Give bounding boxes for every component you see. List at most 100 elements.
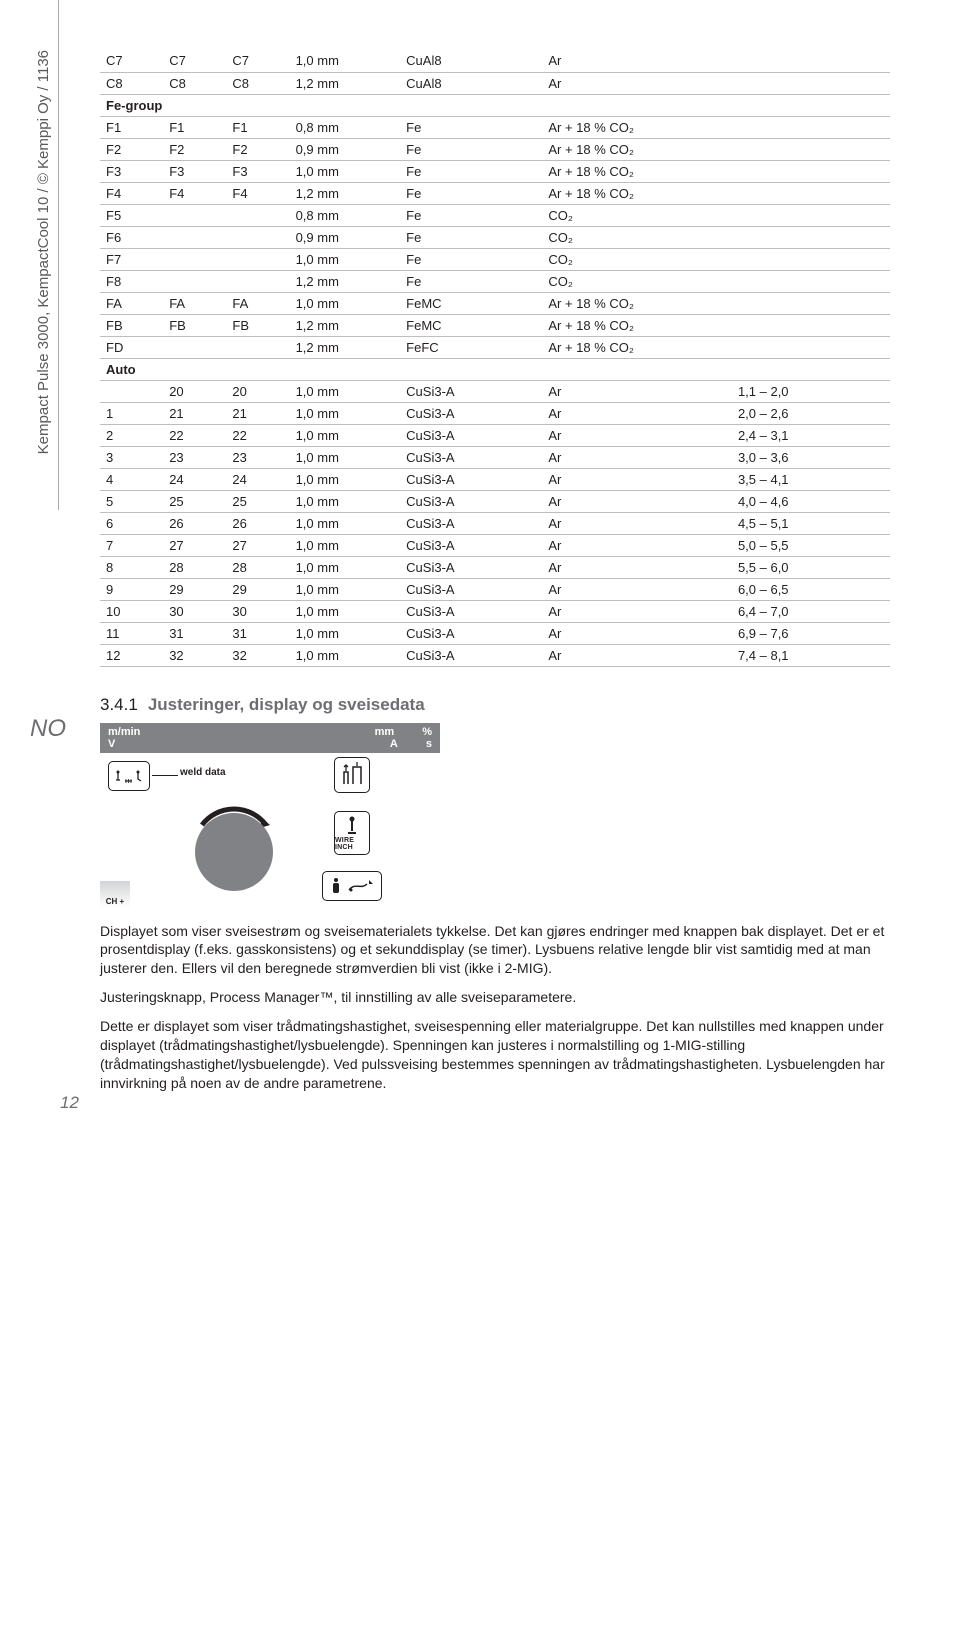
- table-cell: F1: [226, 116, 289, 138]
- table-cell: Ar + 18 % CO₂: [542, 336, 732, 358]
- table-cell: 21: [163, 402, 226, 424]
- parameter-table: C7C7C71,0 mmCuAl8ArC8C8C81,2 mmCuAl8ArFe…: [100, 50, 890, 667]
- table-cell: CO₂: [542, 204, 732, 226]
- table-row: F1F1F10,8 mmFeAr + 18 % CO₂: [100, 116, 890, 138]
- table-group-row: Auto: [100, 358, 890, 380]
- table-cell: 6,0 – 6,5: [732, 578, 890, 600]
- channel-plus-button: CH +: [100, 881, 130, 907]
- table-cell: FD: [100, 336, 163, 358]
- table-cell: F2: [226, 138, 289, 160]
- weld-connector-line: [152, 775, 178, 776]
- table-cell: 22: [226, 424, 289, 446]
- table-cell: 30: [163, 600, 226, 622]
- table-cell: 3,0 – 3,6: [732, 446, 890, 468]
- table-cell: FA: [226, 292, 289, 314]
- table-cell: Ar: [542, 600, 732, 622]
- table-cell: Ar: [542, 72, 732, 94]
- table-cell: CuSi3-A: [400, 490, 542, 512]
- table-row: 1232321,0 mmCuSi3-AAr7,4 – 8,1: [100, 644, 890, 666]
- table-cell: Ar: [542, 424, 732, 446]
- table-cell: FeMC: [400, 292, 542, 314]
- table-cell: F3: [226, 160, 289, 182]
- table-cell: CuSi3-A: [400, 534, 542, 556]
- table-cell: Ar + 18 % CO₂: [542, 138, 732, 160]
- table-cell: CuSi3-A: [400, 402, 542, 424]
- table-cell: F8: [100, 270, 163, 292]
- table-cell: Ar + 18 % CO₂: [542, 292, 732, 314]
- table-cell: Ar: [542, 534, 732, 556]
- table-cell: 23: [163, 446, 226, 468]
- table-cell: [732, 248, 890, 270]
- table-cell: 2,0 – 2,6: [732, 402, 890, 424]
- table-row: F71,0 mmFeCO₂: [100, 248, 890, 270]
- table-cell: 1,0 mm: [290, 380, 401, 402]
- table-cell: 4,0 – 4,6: [732, 490, 890, 512]
- table-cell: [100, 380, 163, 402]
- table-cell: 3,5 – 4,1: [732, 468, 890, 490]
- unit-s: s: [426, 738, 432, 750]
- table-cell: Fe: [400, 204, 542, 226]
- table-cell: F4: [226, 182, 289, 204]
- unit-mmin: m/min: [108, 726, 140, 738]
- table-cell: 5,5 – 6,0: [732, 556, 890, 578]
- table-cell: F2: [100, 138, 163, 160]
- language-label: NO: [30, 715, 66, 743]
- table-cell: Ar: [542, 490, 732, 512]
- paragraph-2: Justeringsknapp, Process Manager™, til i…: [100, 988, 890, 1007]
- table-cell: Ar: [542, 446, 732, 468]
- unit-mm: mm: [375, 726, 395, 738]
- table-cell: 0,9 mm: [290, 138, 401, 160]
- weld-data-button: [108, 761, 150, 791]
- table-row: 626261,0 mmCuSi3-AAr4,5 – 5,1: [100, 512, 890, 534]
- table-cell: 0,8 mm: [290, 116, 401, 138]
- table-cell: [226, 226, 289, 248]
- table-row: 424241,0 mmCuSi3-AAr3,5 – 4,1: [100, 468, 890, 490]
- table-cell: CuSi3-A: [400, 512, 542, 534]
- table-cell: FA: [100, 292, 163, 314]
- table-row: F4F4F41,2 mmFeAr + 18 % CO₂: [100, 182, 890, 204]
- table-row: F81,2 mmFeCO₂: [100, 270, 890, 292]
- table-cell: 23: [226, 446, 289, 468]
- table-cell: C7: [226, 50, 289, 72]
- table-row: 929291,0 mmCuSi3-AAr6,0 – 6,5: [100, 578, 890, 600]
- table-row: FAFAFA1,0 mmFeMCAr + 18 % CO₂: [100, 292, 890, 314]
- channel-plus-label: CH +: [106, 897, 124, 906]
- table-cell: CO₂: [542, 248, 732, 270]
- table-cell: 1,0 mm: [290, 644, 401, 666]
- table-cell: 30: [226, 600, 289, 622]
- table-cell: 8: [100, 556, 163, 578]
- table-row: 828281,0 mmCuSi3-AAr5,5 – 6,0: [100, 556, 890, 578]
- table-cell: 2: [100, 424, 163, 446]
- table-cell: [163, 226, 226, 248]
- table-row: 727271,0 mmCuSi3-AAr5,0 – 5,5: [100, 534, 890, 556]
- table-cell: 28: [226, 556, 289, 578]
- table-cell: [732, 116, 890, 138]
- table-cell: 1,2 mm: [290, 72, 401, 94]
- table-cell: [163, 204, 226, 226]
- table-cell: C8: [100, 72, 163, 94]
- table-cell: CuSi3-A: [400, 380, 542, 402]
- table-cell: [163, 270, 226, 292]
- table-cell: CuAl8: [400, 50, 542, 72]
- table-cell: Fe: [400, 270, 542, 292]
- table-cell: [732, 138, 890, 160]
- table-cell: 0,9 mm: [290, 226, 401, 248]
- weld-data-label: weld data: [180, 767, 226, 778]
- table-cell: 9: [100, 578, 163, 600]
- table-cell: 27: [226, 534, 289, 556]
- table-cell: CuSi3-A: [400, 600, 542, 622]
- table-cell: 5,0 – 5,5: [732, 534, 890, 556]
- table-cell: F4: [100, 182, 163, 204]
- table-cell: [732, 292, 890, 314]
- table-cell: 32: [226, 644, 289, 666]
- table-row: F3F3F31,0 mmFeAr + 18 % CO₂: [100, 160, 890, 182]
- table-cell: 29: [226, 578, 289, 600]
- table-cell: 1,0 mm: [290, 556, 401, 578]
- table-row: F50,8 mmFeCO₂: [100, 204, 890, 226]
- table-cell: F2: [163, 138, 226, 160]
- adjustment-knob: [195, 813, 273, 891]
- table-cell: 31: [226, 622, 289, 644]
- table-cell: Ar: [542, 380, 732, 402]
- table-cell: 25: [226, 490, 289, 512]
- table-cell: CO₂: [542, 270, 732, 292]
